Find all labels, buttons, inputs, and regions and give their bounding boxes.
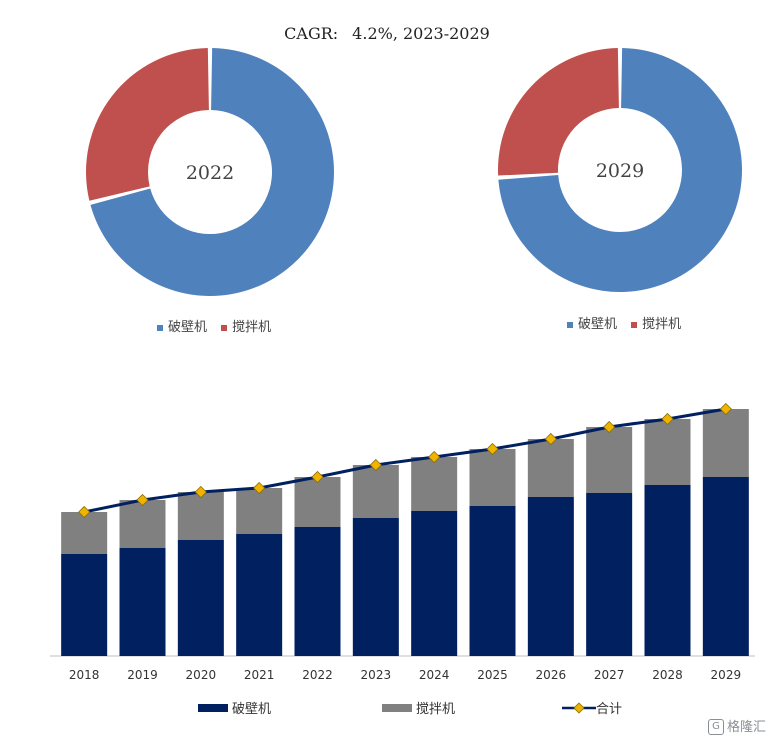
x-tick-label: 2023: [361, 668, 392, 682]
bar-pobiji-2019: [119, 548, 166, 656]
total-marker-2019: [136, 493, 149, 507]
bar-jiaobanji-2018: [61, 512, 108, 554]
bar-pobiji-2028: [644, 485, 691, 656]
donut-slice-pobiji: [498, 48, 742, 293]
x-tick-label: 2022: [302, 668, 333, 682]
legend-item-pobiji: 破壁机: [567, 317, 617, 332]
total-marker-2023: [369, 458, 382, 472]
total-marker-2020: [194, 485, 207, 499]
legend-swatch-gray: [382, 703, 412, 712]
cagr-label: CAGR:: [284, 24, 339, 43]
bar-pobiji-2023: [352, 518, 399, 656]
bar-jiaobanji-2029: [702, 409, 749, 477]
bar-jiaobanji-2020: [177, 492, 224, 540]
bar-pobiji-2020: [177, 540, 224, 656]
x-tick-label: 2025: [477, 668, 508, 682]
bar-jiaobanji-2024: [411, 457, 458, 511]
legend-item-jiaobanji: 搅拌机: [382, 698, 455, 717]
bar-pobiji-2021: [236, 534, 283, 656]
donut-center-label: 2022: [186, 162, 234, 184]
total-marker-2029: [719, 402, 732, 416]
legend-item-total: 合计: [562, 698, 622, 717]
legend-swatch-blue: [157, 324, 163, 331]
watermark: G 格隆汇: [707, 716, 766, 735]
total-marker-2021: [253, 481, 266, 495]
total-marker-2022: [311, 470, 324, 484]
bar-pobiji-2029: [702, 477, 749, 656]
donut-slice-jiaobanji: [497, 48, 619, 176]
donut-chart-2022: 2022: [86, 48, 334, 297]
x-tick-label: 2026: [536, 668, 567, 682]
pie-legend-2022: 破壁机 搅拌机: [157, 316, 281, 335]
bar-pobiji-2024: [411, 511, 458, 656]
total-marker-2028: [661, 412, 674, 426]
bar-jiaobanji-2025: [469, 449, 516, 506]
legend-item-pobiji: 破壁机: [157, 320, 207, 335]
x-tick-label: 2019: [127, 668, 158, 682]
bar-jiaobanji-2027: [586, 427, 633, 493]
legend-item-jiaobanji: 搅拌机: [631, 317, 681, 332]
bar-legend: 破壁机 搅拌机 合计: [0, 698, 774, 720]
gelonghui-logo-icon: G: [707, 719, 724, 735]
donut-slice-jiaobanji: [86, 48, 209, 201]
donut-chart-2029: 2029: [497, 48, 742, 293]
total-marker-2027: [603, 420, 616, 434]
bar-jiaobanji-2022: [294, 477, 341, 527]
chart-title: CAGR: 4.2%, 2023-2029: [0, 24, 774, 43]
x-tick-label: 2029: [711, 668, 742, 682]
x-tick-label: 2028: [652, 668, 683, 682]
x-tick-label: 2021: [244, 668, 275, 682]
pie-legend-2029: 破壁机 搅拌机: [567, 313, 691, 332]
legend-item-pobiji: 破壁机: [198, 698, 271, 717]
legend-swatch-blue: [567, 321, 573, 328]
total-line: [83, 407, 727, 514]
stacked-bar-chart: 2018 2019 2020 2021 2022 2023 2024 2025 2026 2027…: [50, 402, 755, 682]
bar-jiaobanji-2021: [236, 488, 283, 534]
bar-pobiji-2026: [527, 497, 574, 656]
x-tick-label: 2024: [419, 668, 450, 682]
bar-jiaobanji-2023: [352, 465, 399, 518]
legend-item-jiaobanji: 搅拌机: [221, 320, 271, 335]
x-tick-label: 2020: [186, 668, 217, 682]
bar-jiaobanji-2028: [644, 419, 691, 485]
bar-jiaobanji-2019: [119, 500, 166, 548]
total-marker-2024: [428, 450, 441, 464]
cagr-value: 4.2%, 2023-2029: [352, 24, 490, 43]
bar-pobiji-2018: [61, 554, 108, 656]
legend-line-marker-icon: [562, 701, 596, 714]
bar-pobiji-2027: [586, 493, 633, 656]
bar-pobiji-2022: [294, 527, 341, 656]
donut-center-label: 2029: [596, 160, 644, 182]
bar-jiaobanji-2026: [527, 439, 574, 497]
donut-slice-pobiji: [90, 48, 334, 297]
legend-swatch-red: [221, 324, 228, 331]
legend-swatch-red: [631, 321, 638, 328]
x-tick-label: 2018: [69, 668, 100, 682]
bar-pobiji-2025: [469, 506, 516, 656]
x-tick-label: 2027: [594, 668, 625, 682]
total-marker-2018: [78, 505, 91, 519]
total-marker-2025: [486, 442, 499, 456]
legend-swatch-navy: [198, 703, 228, 712]
total-marker-2026: [544, 432, 557, 446]
